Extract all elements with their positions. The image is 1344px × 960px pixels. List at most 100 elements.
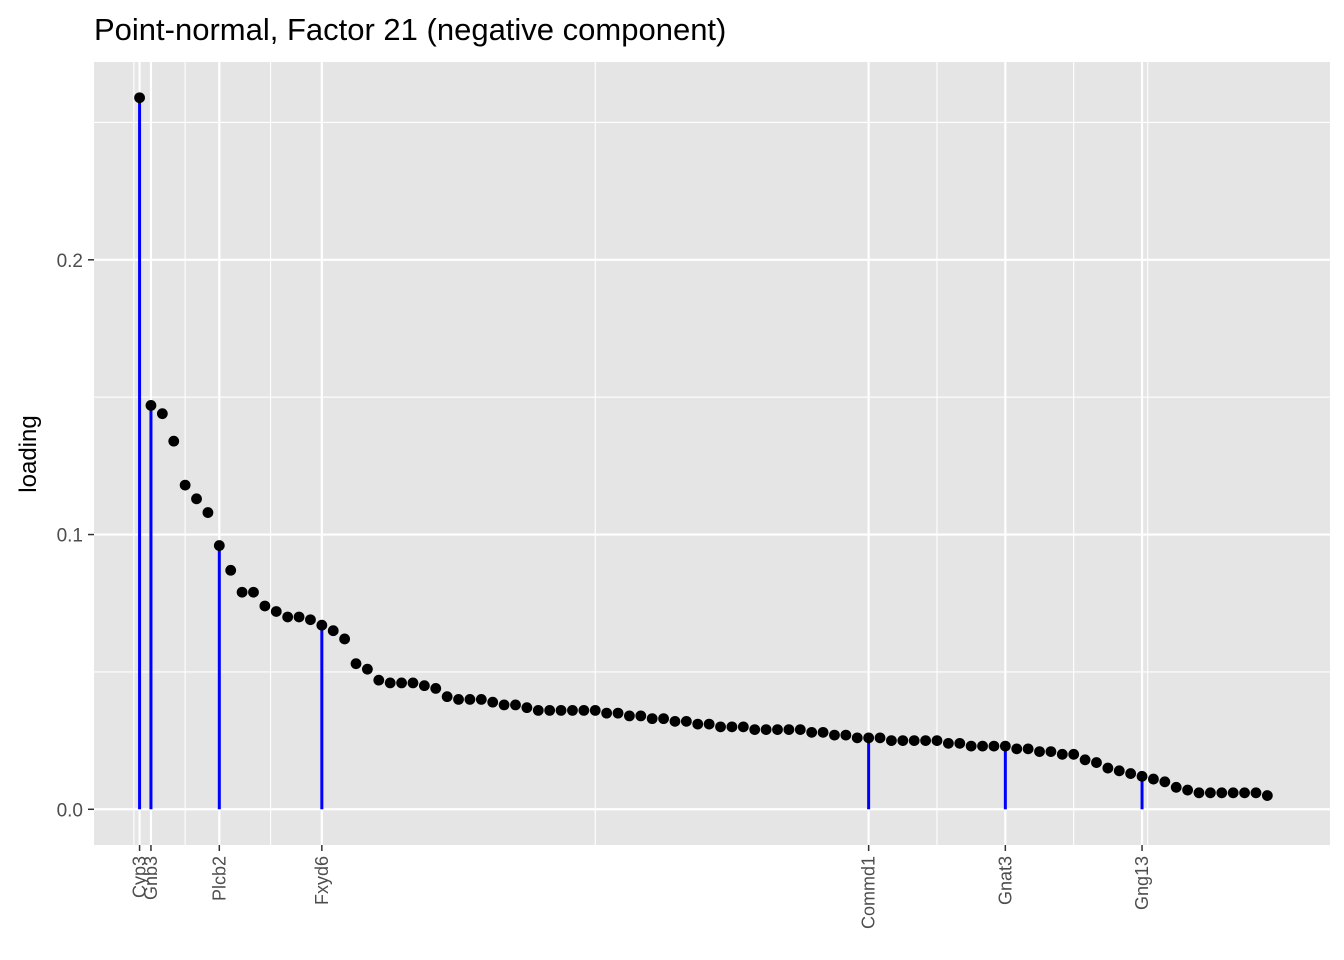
data-point [703,718,715,730]
data-point [544,704,556,716]
data-point [464,693,476,705]
data-point [1056,748,1068,760]
data-point [1113,765,1125,777]
data-point [1136,770,1148,782]
data-point [498,699,510,711]
data-point [156,408,168,420]
plot-panel [94,62,1330,845]
data-point [1227,787,1239,799]
data-point [1125,768,1137,779]
data-point [977,740,988,752]
data-point [270,606,282,617]
data-point [1261,790,1273,801]
data-point [1068,748,1080,760]
data-point [783,724,795,736]
data-point [396,677,407,689]
y-axis: 0.0 0.1 0.2 [57,251,94,821]
data-point [1011,743,1023,755]
data-point [931,735,943,746]
data-point [817,726,829,738]
data-point [453,693,464,705]
data-point [863,732,875,744]
x-tick-label-gng13: Gng13 [1132,856,1152,910]
data-point [407,677,419,689]
data-point [1045,746,1057,757]
data-point [430,683,442,694]
data-point [213,540,225,551]
data-point [874,732,886,744]
data-point [1159,776,1171,788]
data-point [1102,762,1114,774]
data-point [418,680,430,692]
data-point [1182,784,1194,796]
data-point [327,625,339,637]
data-point [1148,773,1159,785]
data-point [1091,757,1102,768]
data-point [145,400,157,411]
data-point [259,600,271,612]
data-point [1216,787,1228,799]
x-tick-label-plcb2: Plcb2 [209,856,229,901]
data-point [715,721,726,733]
x-tick-label-gnb3: Gnb3 [141,856,161,900]
data-point [760,724,772,736]
data-point [988,740,1000,752]
data-point [1079,754,1091,766]
highlight-stems [138,97,1144,810]
data-point [942,737,954,749]
data-point [1239,787,1250,799]
data-point [134,92,145,104]
data-point [635,710,647,722]
data-point [749,724,761,736]
data-point [954,737,966,749]
data-point [886,735,897,746]
data-point [658,713,669,725]
data-point [191,493,202,505]
data-point [692,718,704,730]
data-point [282,611,294,623]
data-point [612,707,624,719]
data-point [1204,787,1216,799]
data-point [373,674,385,686]
data-point [384,677,396,689]
data-point [726,721,738,733]
data-point [772,724,783,736]
chart-title: Point-normal, Factor 21 (negative compon… [94,12,726,47]
data-point [601,707,613,719]
data-point [829,729,840,741]
data-point [350,658,362,670]
data-point [510,699,521,711]
data-point [179,479,191,491]
data-point [897,735,909,746]
data-points [134,92,1273,801]
data-point [293,611,305,623]
data-point [305,614,316,626]
data-point [475,693,487,705]
data-point [851,732,863,744]
data-point [521,702,533,714]
data-point [908,735,920,746]
y-axis-title: loading [15,415,42,492]
data-point [920,735,931,746]
data-point [441,691,453,703]
data-point [248,586,259,598]
y-tick-label: 0.1 [57,526,83,547]
data-point [339,633,351,645]
data-point [316,619,328,631]
data-point [794,724,806,736]
x-tick-label-commd1: Commd1 [859,856,879,929]
data-point [1034,746,1045,757]
data-point [646,713,658,725]
data-point [168,435,180,447]
data-point [1193,787,1205,799]
data-point [965,740,977,752]
data-point [1250,787,1262,799]
data-point [532,704,544,716]
data-point [555,704,567,716]
data-point [362,663,373,675]
x-tick-label-fxyd6: Fxyd6 [312,856,332,905]
data-point [1022,743,1034,755]
data-point [567,704,578,716]
